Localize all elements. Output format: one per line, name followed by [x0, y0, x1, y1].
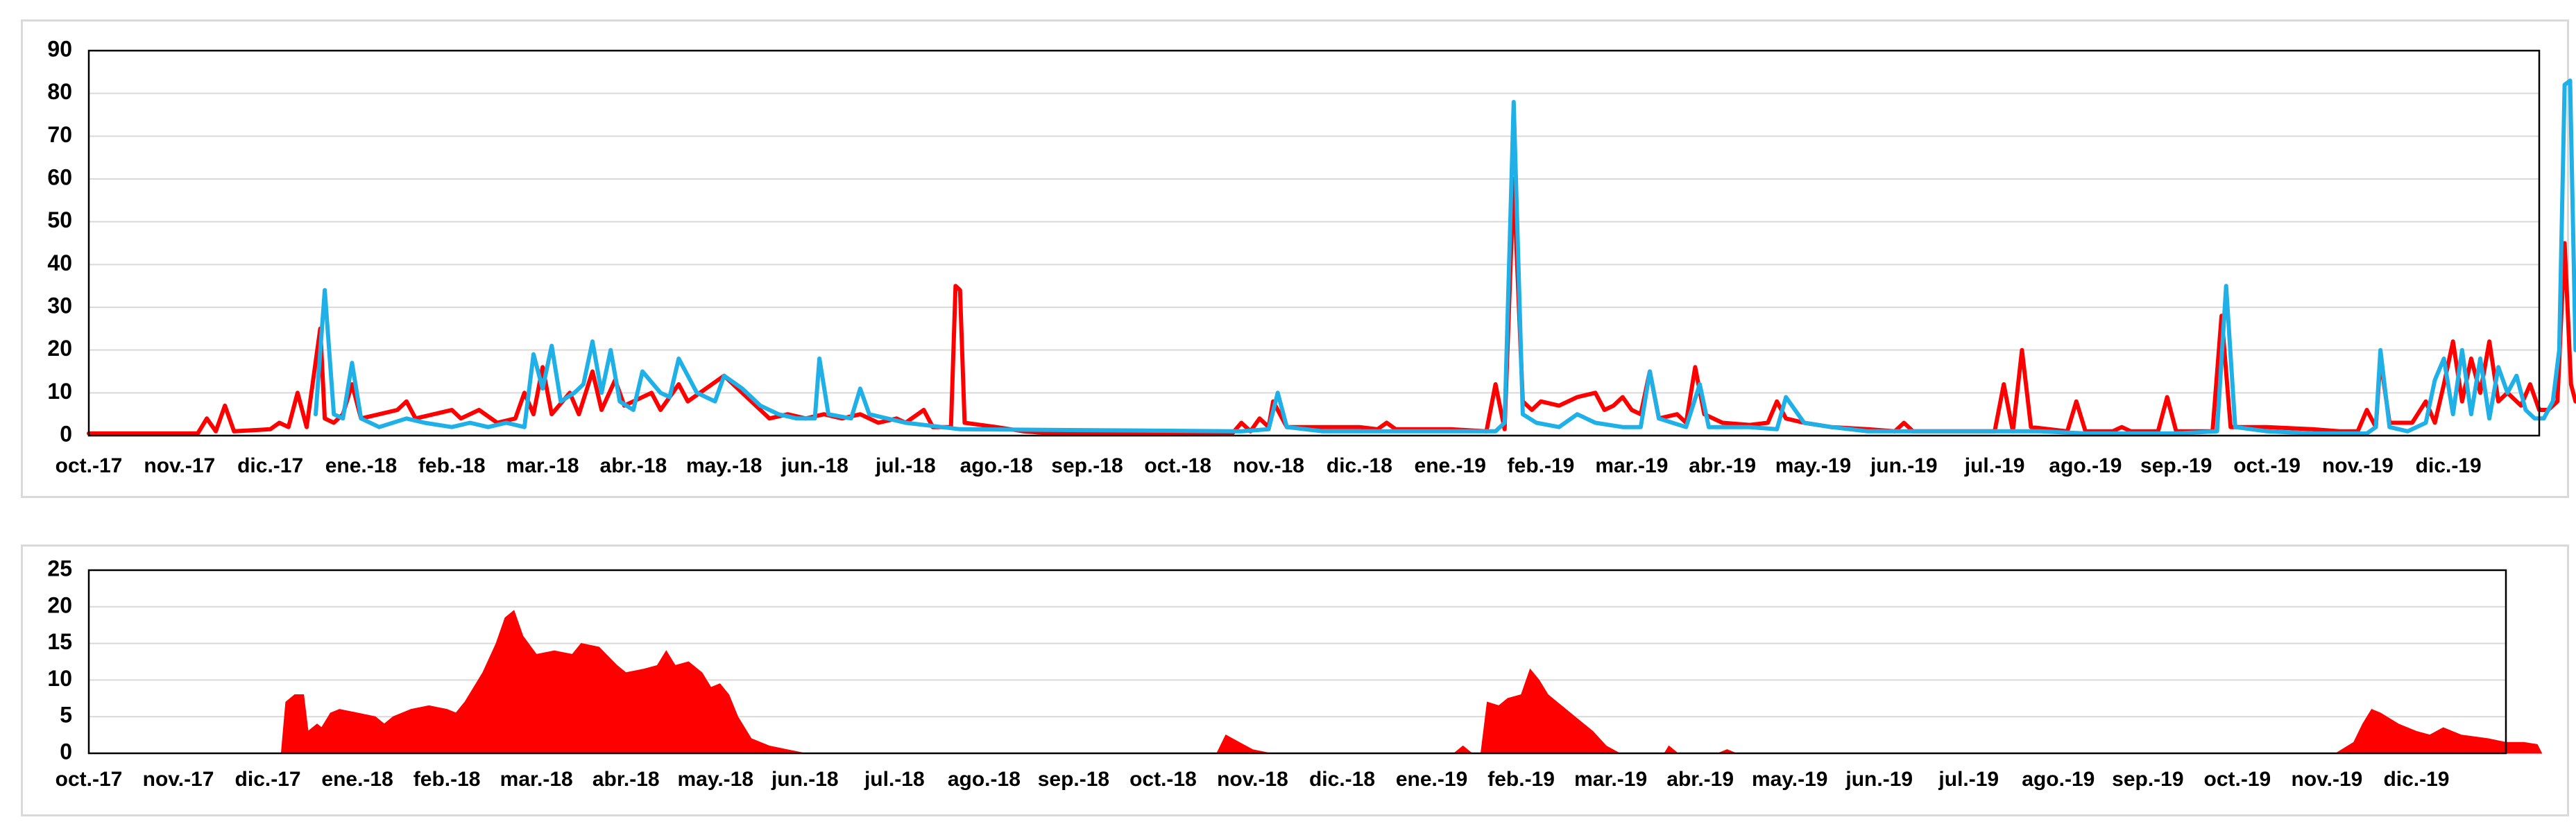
x-tick-label: jun.-19 — [1870, 454, 1938, 477]
x-tick-label: may.-18 — [686, 454, 762, 477]
line-series-0 — [87, 177, 2576, 436]
x-tick-label: dic.-17 — [235, 768, 301, 791]
x-tick-label: may.-19 — [1775, 454, 1852, 477]
x-tick-label: nov.-19 — [2292, 768, 2363, 791]
x-tick-label: mar.-19 — [1595, 454, 1668, 477]
x-tick-label: abr.-19 — [1666, 768, 1734, 791]
y-tick-label: 15 — [47, 629, 72, 654]
x-tick-label: abr.-19 — [1689, 454, 1756, 477]
x-tick-label: sep.-19 — [2140, 454, 2212, 477]
y-tick-label: 10 — [47, 666, 72, 691]
plot-area-border — [87, 49, 2541, 437]
y-tick-label: 60 — [47, 164, 72, 189]
y-tick-label: 20 — [47, 592, 72, 617]
x-tick-label: abr.-18 — [600, 454, 667, 477]
y-tick-label: 50 — [47, 207, 72, 232]
x-tick-label: sep.-18 — [1051, 454, 1123, 477]
x-tick-label: mar.-18 — [506, 454, 579, 477]
x-tick-label: feb.-18 — [418, 454, 486, 477]
x-tick-label: jun.-19 — [1845, 768, 1913, 791]
y-tick-label: 80 — [47, 79, 72, 104]
x-tick-label: dic.-18 — [1327, 454, 1392, 477]
top-chart-frame — [21, 19, 2569, 498]
x-tick-label: feb.-19 — [1508, 454, 1575, 477]
x-tick-label: dic.-19 — [2383, 768, 2449, 791]
x-tick-label: nov.-17 — [143, 768, 214, 791]
y-tick-label: 5 — [60, 703, 72, 728]
x-tick-label: abr.-18 — [592, 768, 660, 791]
x-tick-label: ene.-18 — [321, 768, 393, 791]
x-tick-label: sep.-19 — [2112, 768, 2183, 791]
x-tick-label: ene.-18 — [325, 454, 397, 477]
x-tick-label: ago.-19 — [2022, 768, 2095, 791]
x-tick-label: mar.-18 — [500, 768, 573, 791]
x-tick-label: may.-18 — [678, 768, 754, 791]
x-tick-label: may.-19 — [1752, 768, 1828, 791]
bottom-area-chart: 0 5 10 15 20 25 oct.-17 nov.-17 dic.-17 ene.-18 fe… — [47, 556, 2543, 791]
x-tick-label: dic.-19 — [2416, 454, 2482, 477]
y-tick-label: 40 — [47, 250, 72, 275]
x-tick-label: ago.-19 — [2049, 454, 2122, 477]
x-tick-label: feb.-19 — [1487, 768, 1555, 791]
top-line-chart: 0 10 20 30 40 50 60 70 80 90 oct.-17 nov.-17 dic.-17… — [47, 36, 2576, 477]
y-tick-label: 0 — [60, 421, 72, 446]
x-tick-label: oct.-18 — [1129, 768, 1197, 791]
x-tick-label: ene.-19 — [1415, 454, 1486, 477]
y-tick-label: 90 — [47, 36, 72, 61]
y-tick-label: 10 — [47, 379, 72, 404]
y-tick-label: 0 — [60, 739, 72, 764]
x-tick-label: nov.-18 — [1217, 768, 1288, 791]
y-tick-label: 25 — [47, 556, 72, 581]
x-tick-label: nov.-18 — [1233, 454, 1304, 477]
x-tick-label: nov.-19 — [2322, 454, 2394, 477]
x-tick-label: jul.-19 — [1938, 768, 1999, 791]
x-tick-label: jun.-18 — [781, 454, 848, 477]
x-tick-label: ago.-18 — [960, 454, 1033, 477]
x-tick-label: nov.-17 — [144, 454, 215, 477]
y-tick-label: 30 — [47, 293, 72, 318]
x-tick-label: oct.-17 — [56, 768, 123, 791]
x-tick-label: dic.-17 — [237, 454, 303, 477]
x-tick-label: oct.-19 — [2233, 454, 2301, 477]
line-series-1 — [314, 78, 2576, 436]
y-tick-label: 20 — [47, 336, 72, 361]
x-tick-label: jun.-18 — [771, 768, 839, 791]
x-tick-label: oct.-18 — [1144, 454, 1211, 477]
x-tick-label: jul.-18 — [875, 454, 936, 477]
x-tick-label: jul.-18 — [864, 768, 925, 791]
x-tick-label: feb.-18 — [413, 768, 481, 791]
x-tick-label: ago.-18 — [948, 768, 1021, 791]
area-series-0 — [89, 610, 2543, 754]
x-tick-label: mar.-19 — [1574, 768, 1647, 791]
x-tick-label: sep.-18 — [1038, 768, 1109, 791]
x-tick-label: ene.-19 — [1396, 768, 1467, 791]
x-tick-label: dic.-18 — [1309, 768, 1375, 791]
y-tick-label: 70 — [47, 122, 72, 147]
plot-area-border — [87, 569, 2507, 755]
x-tick-label: oct.-19 — [2204, 768, 2271, 791]
x-tick-label: oct.-17 — [56, 454, 123, 477]
x-tick-label: jul.-19 — [1964, 454, 2025, 477]
